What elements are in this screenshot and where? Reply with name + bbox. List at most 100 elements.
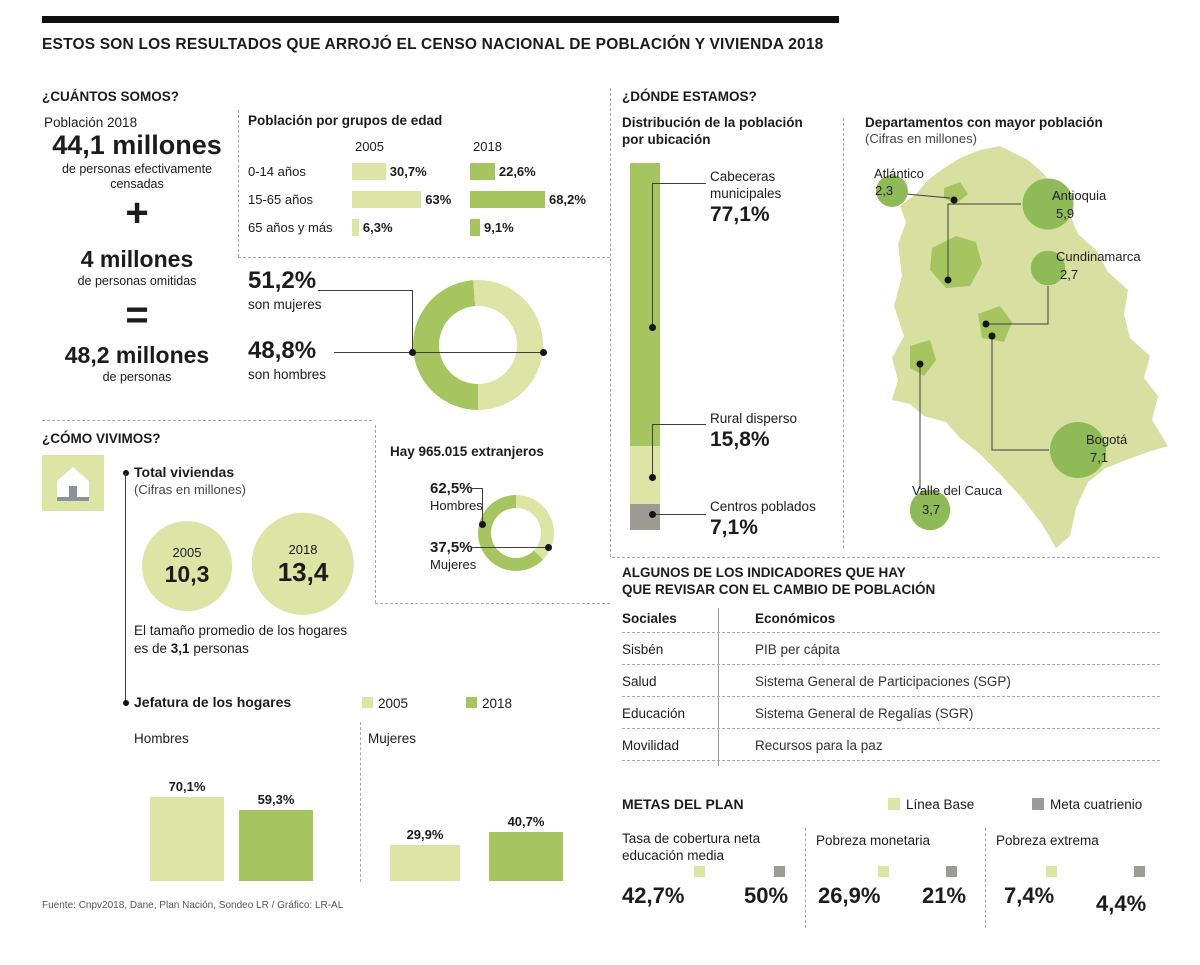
- meta-swatch-base: [694, 866, 705, 877]
- bubble-atlantico: [876, 175, 908, 207]
- dept-name: Atlántico: [874, 166, 924, 181]
- bar-2018: [489, 832, 563, 881]
- map-leader-line: [991, 336, 1049, 451]
- centros-label: Centros poblados: [710, 499, 816, 514]
- jefatura-mujeres-label: Mujeres: [368, 731, 417, 746]
- segment-centros: [630, 503, 660, 530]
- omitidas-caption: de personas omitidas: [77, 274, 197, 288]
- bubble-cundinamarca: [1030, 250, 1066, 286]
- meta-meta-value: 50%: [744, 883, 789, 908]
- donut-marker-dot: [545, 544, 552, 551]
- bar-value: 29,9%: [406, 827, 444, 843]
- map-dot-antioquia: [944, 276, 952, 284]
- house-icon: [42, 455, 104, 516]
- age-bar-2005: [352, 163, 386, 180]
- jefatura-title: Jefatura de los hogares: [134, 694, 292, 710]
- equals-sign: =: [125, 293, 149, 337]
- colombia-map: [876, 146, 1168, 548]
- plus-sign: +: [125, 191, 149, 235]
- divider: [238, 110, 239, 257]
- divider: [375, 603, 610, 604]
- age-bar-group: 30,7%: [352, 163, 427, 180]
- table-cell-social: Salud: [622, 674, 657, 689]
- age-row-label: 65 años y más: [248, 220, 333, 235]
- divider: [805, 828, 806, 928]
- map-leader-line: [947, 203, 1021, 280]
- map-title: Departamentos con mayor población: [865, 115, 1103, 130]
- legend-meta: Meta cuatrienio: [1050, 797, 1143, 812]
- bar-marker-dot: [649, 474, 656, 481]
- meta-group-label: Tasa de cobertura neta educación media: [622, 831, 761, 863]
- centros-value: 7,1%: [710, 516, 758, 539]
- divider: [612, 557, 1160, 558]
- censados-value: 44,1 millones: [52, 130, 222, 160]
- divider: [985, 828, 986, 928]
- dept-value: 3,7: [922, 502, 941, 517]
- age-col-2005: 2005: [355, 139, 384, 154]
- age-bar-group: 63%: [352, 191, 451, 208]
- age-row-label: 0-14 años: [248, 164, 306, 179]
- omitidas-value: 4 millones: [80, 246, 194, 272]
- divider: [42, 420, 372, 421]
- dept-valle: [910, 340, 936, 376]
- circle-value: 13,4: [277, 556, 329, 587]
- age-value: 6,3%: [362, 219, 393, 235]
- ext-hombres-value: 62,5%: [430, 480, 473, 497]
- age-bar-group: 6,3%: [352, 219, 393, 236]
- leader-line: [318, 290, 412, 291]
- map-leader-line: [905, 193, 951, 199]
- meta-base-value: 7,4%: [1004, 883, 1055, 908]
- age-value: 22,6%: [498, 163, 536, 179]
- meta-meta-value: 4,4%: [1096, 891, 1147, 916]
- jefatura-bar-mujeres-2018: 40,7%: [489, 814, 563, 881]
- donut-marker-dot: [409, 349, 416, 356]
- leader-line: [652, 424, 706, 425]
- age-chart-title: Población por grupos de edad: [248, 113, 443, 128]
- dept-name: Antioquia: [1052, 188, 1107, 203]
- map-leader-line: [986, 286, 1049, 325]
- metas-title: METAS DEL PLAN: [622, 796, 744, 812]
- ubicacion-stacked-bar: [630, 163, 660, 530]
- legend-swatch-base: [888, 798, 900, 810]
- table-cell-economico: PIB per cápita: [755, 642, 840, 657]
- table-cell-economico: Sistema General de Regalías (SGR): [755, 706, 974, 721]
- age-bar-group: 68,2%: [470, 191, 586, 208]
- table-header-sociales: Sociales: [622, 611, 677, 626]
- viviendas-circle-2018: 2018 13,4: [251, 512, 355, 616]
- jefatura-bar-hombres-2018: 59,3%: [239, 792, 313, 881]
- bar-2018: [239, 809, 313, 881]
- table-row-divider: [622, 632, 1160, 633]
- table-header-economicos: Económicos: [755, 611, 836, 626]
- dept-value: 7,1: [1090, 450, 1109, 465]
- age-bar-2005: [352, 191, 422, 208]
- mujeres-label: son mujeres: [248, 297, 322, 312]
- dept-name: Valle del Cauca: [912, 483, 1003, 498]
- segment-cabeceras: [630, 163, 660, 446]
- table-row-divider: [622, 728, 1160, 729]
- legend-2018: 2018: [482, 696, 513, 711]
- table-cell-social: Educación: [622, 706, 686, 721]
- leader-line: [656, 514, 706, 515]
- donut-marker-dot: [540, 349, 547, 356]
- hogares-post: personas: [189, 641, 249, 656]
- hogares-line1: El tamaño promedio de los hogares: [134, 623, 348, 638]
- bullet-dot: [123, 700, 129, 706]
- divider: [610, 88, 611, 557]
- indicadores-title-l1: ALGUNOS DE LOS INDICADORES QUE HAY: [622, 565, 906, 580]
- table-row-divider: [622, 696, 1160, 697]
- distribucion-title: Distribución de la población por ubicaci…: [622, 115, 803, 147]
- ext-hombres-label: Hombres: [430, 498, 483, 513]
- meta-base-value: 26,9%: [818, 883, 881, 908]
- bullet-dot: [123, 470, 129, 476]
- map-dot-bogota: [988, 332, 996, 340]
- table-vertical-rule: [718, 608, 719, 766]
- cabeceras-value: 77,1%: [710, 203, 770, 226]
- hogares-valor: 3,1: [170, 641, 190, 656]
- section-title-vivimos: ¿CÓMO VIVIMOS?: [42, 431, 161, 446]
- legend-2005: 2005: [378, 696, 409, 711]
- hombres-label: son hombres: [248, 367, 327, 382]
- leader-line: [471, 547, 545, 548]
- map-dot-atlantico: [950, 196, 958, 204]
- meta-swatch-meta: [1134, 866, 1145, 877]
